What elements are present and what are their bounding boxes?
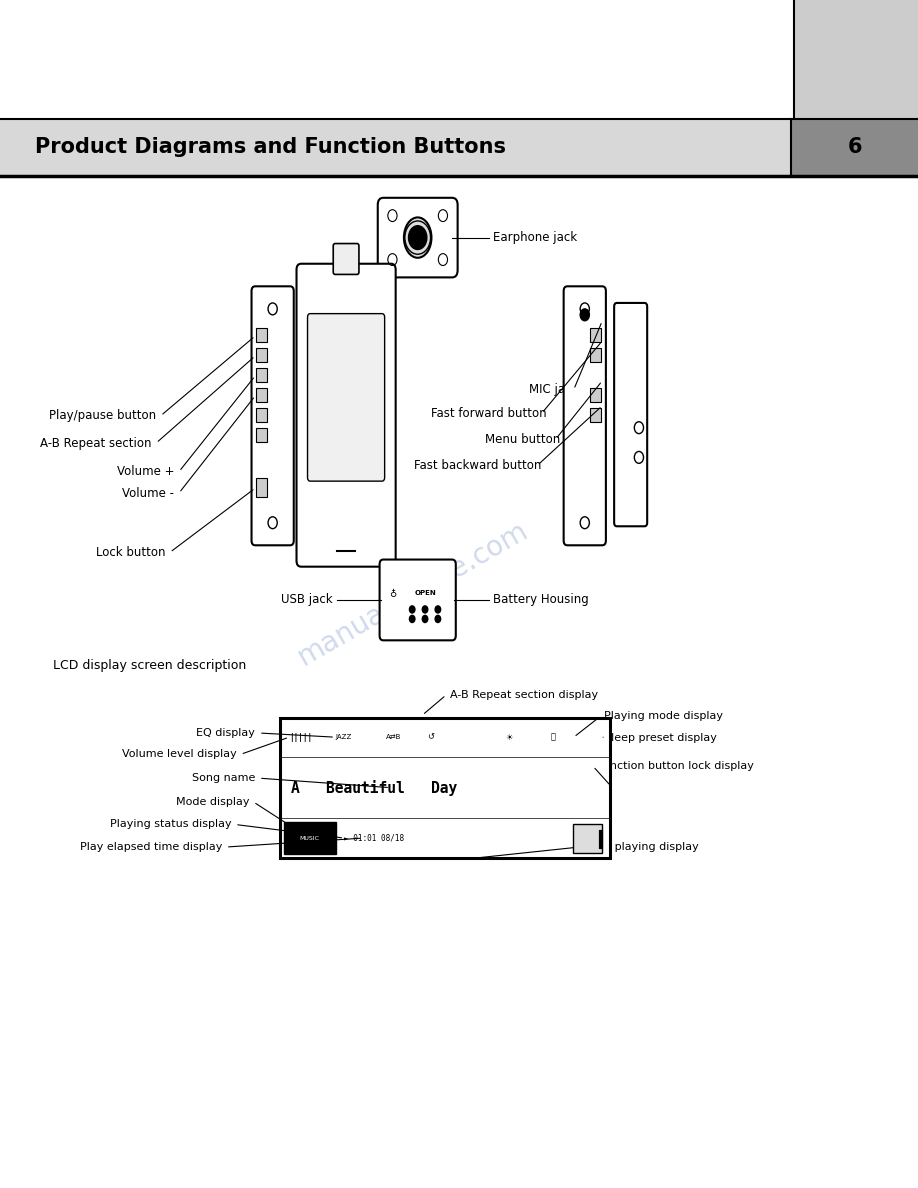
Text: A-B Repeat section: A-B Repeat section <box>40 437 151 449</box>
Text: ↺: ↺ <box>427 733 434 741</box>
Text: Mode display: Mode display <box>176 797 250 807</box>
Text: |||||: ||||| <box>289 733 312 741</box>
Text: Sleep preset display: Sleep preset display <box>604 733 717 742</box>
Circle shape <box>409 615 415 623</box>
FancyBboxPatch shape <box>590 407 601 422</box>
FancyBboxPatch shape <box>297 264 396 567</box>
Text: ☀: ☀ <box>505 733 512 741</box>
Text: Song playing display: Song playing display <box>583 842 699 852</box>
Text: USB jack: USB jack <box>281 594 333 606</box>
Circle shape <box>409 606 415 613</box>
FancyBboxPatch shape <box>256 328 267 342</box>
Text: MUSIC: MUSIC <box>299 835 319 841</box>
Text: A-B Repeat section display: A-B Repeat section display <box>450 690 598 700</box>
FancyBboxPatch shape <box>380 560 456 640</box>
FancyBboxPatch shape <box>590 348 601 362</box>
Text: Function button lock display: Function button lock display <box>597 762 754 771</box>
Text: Fast forward button: Fast forward button <box>431 407 546 419</box>
Circle shape <box>435 606 441 613</box>
FancyBboxPatch shape <box>333 244 359 274</box>
Text: 6: 6 <box>847 138 862 157</box>
Text: Menu button: Menu button <box>485 434 560 446</box>
Circle shape <box>422 606 428 613</box>
Text: Volume -: Volume - <box>122 487 174 499</box>
FancyBboxPatch shape <box>256 387 267 402</box>
FancyBboxPatch shape <box>284 822 336 854</box>
FancyBboxPatch shape <box>252 286 294 545</box>
Text: Lock button: Lock button <box>95 546 165 558</box>
Text: Battery Housing: Battery Housing <box>494 594 589 606</box>
FancyBboxPatch shape <box>256 428 267 442</box>
Text: EQ display: EQ display <box>196 728 255 738</box>
FancyBboxPatch shape <box>794 0 918 119</box>
Text: Playing mode display: Playing mode display <box>604 712 723 721</box>
Text: Fast backward button: Fast backward button <box>414 460 542 472</box>
FancyBboxPatch shape <box>256 368 267 383</box>
FancyBboxPatch shape <box>0 119 791 176</box>
Circle shape <box>422 615 428 623</box>
Text: Earphone jack: Earphone jack <box>494 232 577 244</box>
Circle shape <box>580 309 589 321</box>
FancyBboxPatch shape <box>573 824 602 853</box>
Text: ► 01:01 08/18: ► 01:01 08/18 <box>344 834 404 842</box>
Text: Volume level display: Volume level display <box>122 750 237 759</box>
FancyBboxPatch shape <box>614 303 647 526</box>
Circle shape <box>409 226 427 249</box>
FancyBboxPatch shape <box>564 286 606 545</box>
Text: Product Diagrams and Function Buttons: Product Diagrams and Function Buttons <box>35 138 506 157</box>
Text: Playing status display: Playing status display <box>110 820 231 829</box>
FancyBboxPatch shape <box>256 407 267 422</box>
Text: A⇄B: A⇄B <box>386 734 401 740</box>
Text: MIC jack: MIC jack <box>529 384 578 396</box>
Text: manualskhive.com: manualskhive.com <box>293 517 533 671</box>
FancyBboxPatch shape <box>308 314 385 481</box>
FancyBboxPatch shape <box>280 718 610 858</box>
Text: A   Beautiful   Day: A Beautiful Day <box>291 779 457 796</box>
Text: Play elapsed time display: Play elapsed time display <box>80 842 222 852</box>
FancyBboxPatch shape <box>590 328 601 342</box>
Text: 🔒: 🔒 <box>551 733 555 741</box>
Text: OPEN: OPEN <box>414 589 436 596</box>
FancyBboxPatch shape <box>256 348 267 362</box>
FancyBboxPatch shape <box>791 119 918 176</box>
Text: ♁: ♁ <box>389 589 396 599</box>
FancyBboxPatch shape <box>590 387 601 402</box>
Text: Play/pause button: Play/pause button <box>49 410 156 422</box>
FancyBboxPatch shape <box>256 478 267 497</box>
Text: LCD display screen description: LCD display screen description <box>53 659 247 671</box>
Ellipse shape <box>404 217 431 258</box>
Circle shape <box>435 615 441 623</box>
Text: Volume +: Volume + <box>117 466 174 478</box>
Text: JAZZ: JAZZ <box>335 734 352 740</box>
FancyBboxPatch shape <box>378 197 458 277</box>
Text: Song name: Song name <box>192 773 255 783</box>
